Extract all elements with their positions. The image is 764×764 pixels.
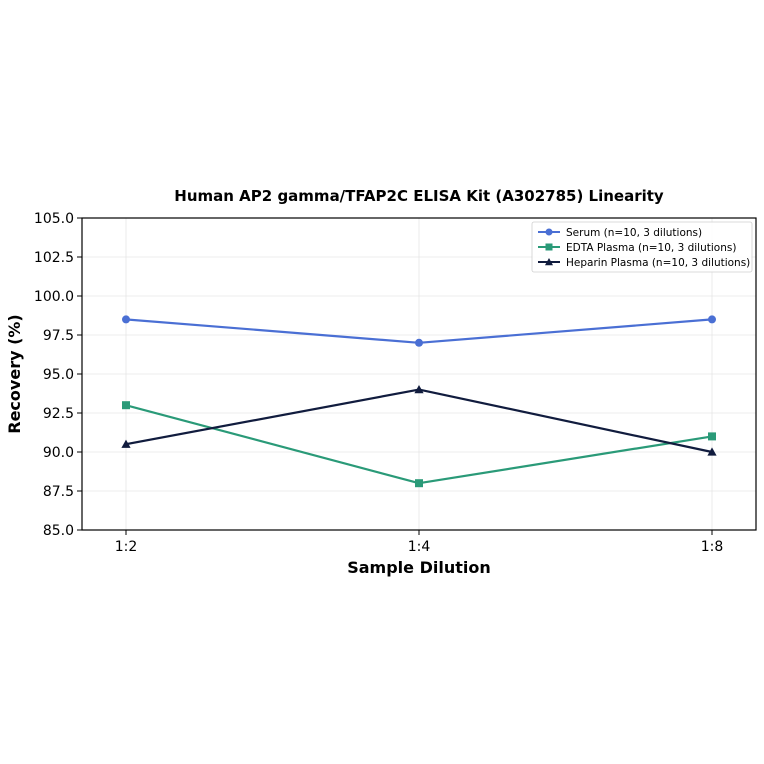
legend-label: EDTA Plasma (n=10, 3 dilutions) xyxy=(566,242,736,254)
data-point-square xyxy=(122,401,130,410)
y-tick-label: 100.0 xyxy=(34,289,74,305)
legend-entry: EDTA Plasma (n=10, 3 dilutions) xyxy=(538,242,736,254)
y-axis-label: Recovery (%) xyxy=(5,314,24,433)
data-point-triangle xyxy=(544,257,554,266)
y-tick-label: 102.5 xyxy=(34,250,74,266)
data-point-triangle xyxy=(707,447,717,456)
axis-ticks: 85.0 87.5 90.0 92.5 95.0 97.5 100.0 102.5 105.0 1… xyxy=(34,211,723,555)
x-tick-label: 1:4 xyxy=(408,539,431,555)
y-tick-label: 97.5 xyxy=(43,328,74,344)
y-tick-label: 90.0 xyxy=(43,445,74,461)
data-point-square xyxy=(415,479,423,488)
chart-title: Human AP2 gamma/TFAP2C ELISA Kit (A30278… xyxy=(174,187,664,205)
data-point-circle xyxy=(708,315,716,324)
y-tick-label: 87.5 xyxy=(43,484,74,500)
series-2 xyxy=(121,385,717,456)
x-tick-label: 1:8 xyxy=(701,539,724,555)
x-tick-label: 1:2 xyxy=(115,539,138,555)
data-point-square xyxy=(708,432,716,441)
data-point-circle xyxy=(415,338,423,347)
data-point-circle xyxy=(122,315,130,324)
legend: Serum (n=10, 3 dilutions) EDTA Plasma (n=… xyxy=(531,221,753,273)
y-tick-label: 105.0 xyxy=(34,211,74,227)
series-1 xyxy=(122,401,716,488)
y-tick-label: 92.5 xyxy=(43,406,74,422)
data-point-square xyxy=(545,243,553,251)
legend-box xyxy=(531,221,753,273)
legend-entry: Serum (n=10, 3 dilutions) xyxy=(538,227,702,239)
y-tick-label: 95.0 xyxy=(43,367,74,383)
data-point-triangle xyxy=(414,385,424,394)
grid xyxy=(82,218,756,530)
legend-entry: Heparin Plasma (n=10, 3 dilutions) xyxy=(538,257,750,269)
legend-label: Serum (n=10, 3 dilutions) xyxy=(566,227,702,239)
y-tick-label: 85.0 xyxy=(43,523,74,539)
legend-label: Heparin Plasma (n=10, 3 dilutions) xyxy=(566,257,750,269)
data-point-triangle xyxy=(121,439,131,448)
series-layer xyxy=(121,315,717,488)
x-axis-label: Sample Dilution xyxy=(347,558,491,577)
data-point-circle xyxy=(545,228,553,236)
series-0 xyxy=(122,315,716,347)
